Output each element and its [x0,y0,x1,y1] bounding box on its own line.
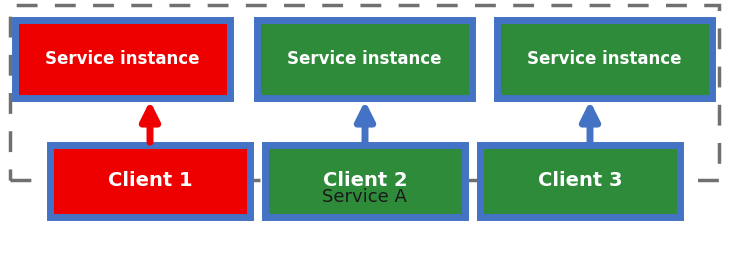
Text: Service instance: Service instance [287,50,442,68]
Text: Client 1: Client 1 [108,172,192,191]
Bar [257,20,472,98]
Bar [10,5,719,180]
Bar [265,145,465,217]
Text: Service A: Service A [321,188,407,206]
Text: Service instance: Service instance [45,50,200,68]
Text: Client 3: Client 3 [538,172,623,191]
Text: Client 2: Client 2 [323,172,408,191]
Text: Service instance: Service instance [527,50,682,68]
Bar [15,20,230,98]
Bar [50,145,250,217]
Bar [497,20,712,98]
Bar [480,145,680,217]
